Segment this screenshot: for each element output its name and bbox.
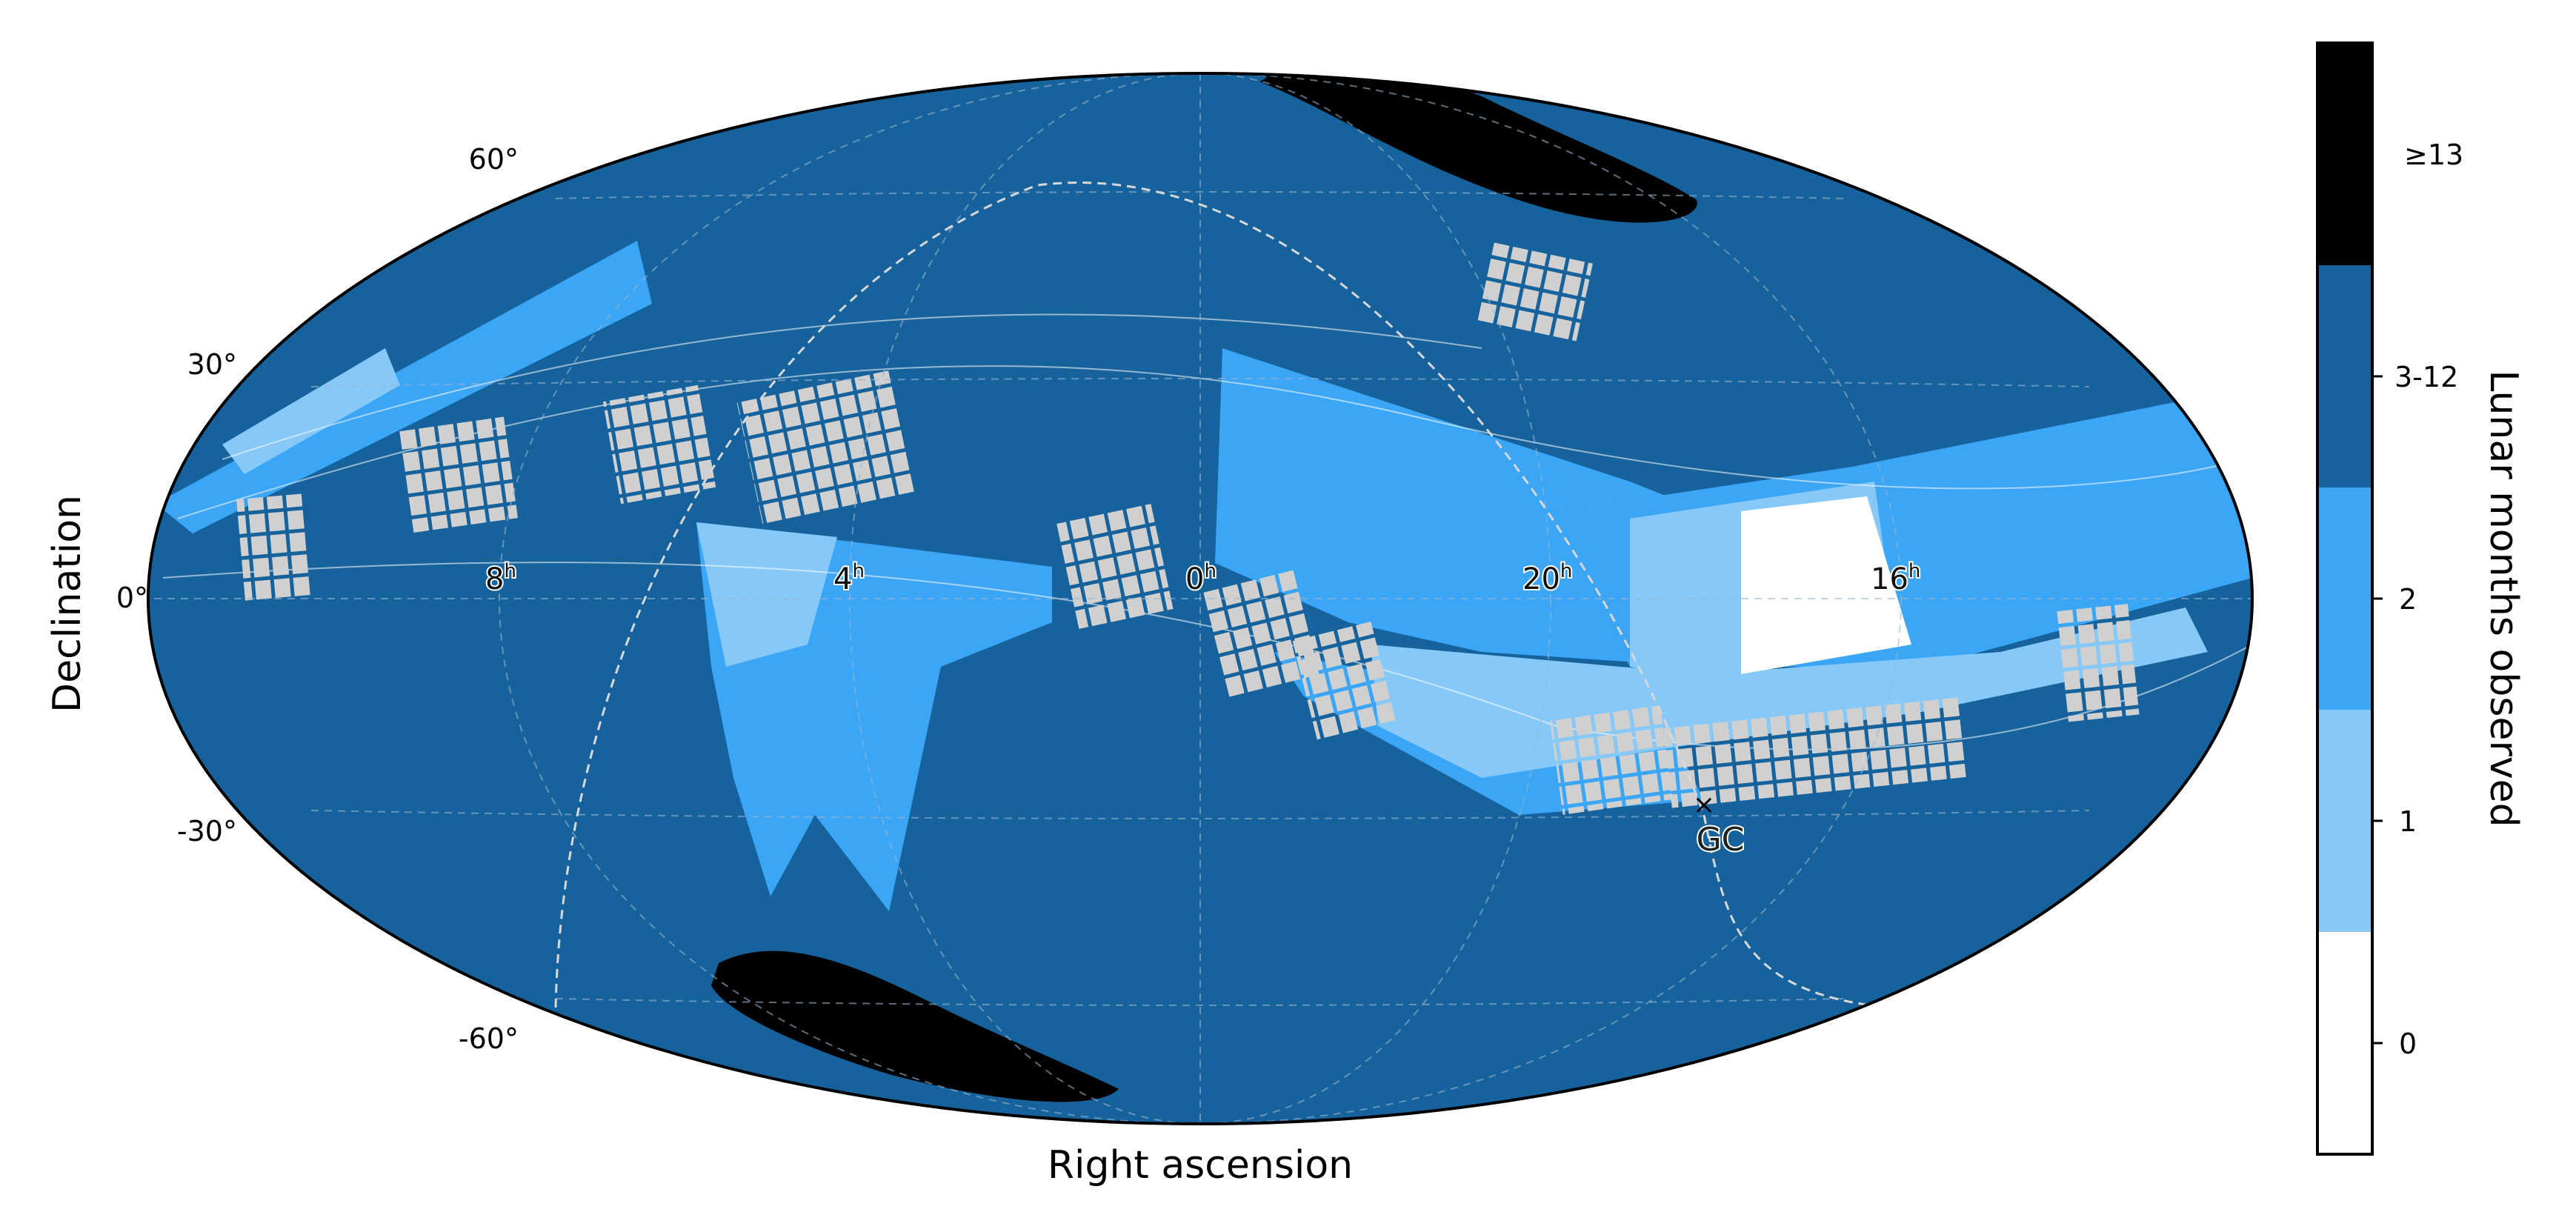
field-group-1 — [236, 493, 312, 603]
x-axis-title: Right ascension — [1048, 1143, 1353, 1188]
colorbar-bin-3-12 — [2317, 265, 2372, 487]
region-thirteen-plus-north — [1037, 73, 1697, 223]
y-axis-title: Declination — [45, 495, 90, 713]
field-group-7 — [1292, 621, 1397, 742]
ra-tick-4h: 4h — [833, 560, 865, 596]
galactic-center-marker: × GC — [1693, 790, 1746, 860]
colorbar-label-3-12: 3-12 — [2394, 361, 2458, 393]
coverage-band-one-month-center-left — [696, 522, 837, 667]
sky-map-border — [147, 72, 2254, 1125]
colorbar-bin-0 — [2317, 932, 2372, 1154]
scan-lines — [162, 313, 2252, 750]
ra-tick-20h: 20h — [1522, 560, 1572, 596]
colorbar-title: Lunar months observed — [2481, 370, 2526, 827]
field-group-9 — [1549, 704, 1674, 815]
coverage-band-two-months-center-right — [1215, 348, 1704, 667]
ra-tick-labels: 8h 4h 0h 20h 16h — [484, 559, 1922, 598]
field-group-3 — [602, 384, 716, 505]
field-group-4 — [736, 370, 916, 526]
dec-tick-neg30: -30° — [177, 815, 237, 848]
graticule — [148, 73, 2252, 1124]
colorbar-bin-1 — [2317, 710, 2372, 932]
colorbar-label-1: 1 — [2399, 805, 2417, 838]
ra-tick-8h: 8h — [485, 560, 516, 596]
ra-tick-16h: 16h — [1871, 560, 1920, 596]
colorbar-bin-13plus — [2317, 43, 2372, 265]
field-group-10 — [1663, 696, 1967, 808]
dec-tick-30: 30° — [187, 348, 237, 381]
dec-tick-60: 60° — [469, 143, 519, 176]
gc-symbol: × — [1693, 790, 1715, 820]
field-group-6 — [1202, 567, 1324, 699]
coverage-band-two-months-upper-left — [156, 241, 652, 533]
region-thirteen-plus-south — [711, 950, 1119, 1102]
colorbar-label-13plus: ≥13 — [2404, 139, 2463, 171]
colorbar-label-2: 2 — [2399, 583, 2417, 616]
sky-map — [148, 73, 2252, 1124]
dec-tick-neg60: -60° — [459, 1022, 519, 1055]
colorbar-label-0: 0 — [2399, 1028, 2417, 1060]
dec-tick-0: 0° — [116, 582, 148, 614]
declination-tick-labels: 60° 30° 0° -30° -60° — [116, 143, 519, 1055]
colorbar: ≥13 3-12 2 1 0 Lunar months observed — [2316, 41, 2526, 1156]
colorbar-bin-2 — [2317, 487, 2372, 710]
coverage-zero-patch — [1741, 496, 1911, 674]
gc-label: GC — [1697, 821, 1745, 859]
field-group-11 — [2054, 604, 2140, 722]
field-group-2 — [396, 415, 519, 533]
field-group-8 — [1474, 242, 1593, 344]
ra-tick-0h: 0h — [1185, 560, 1217, 596]
coverage-band-one-month-upper-left — [222, 348, 400, 474]
colorbar-ticks — [2372, 375, 2383, 1045]
galactic-plane-outline — [554, 182, 1890, 1009]
